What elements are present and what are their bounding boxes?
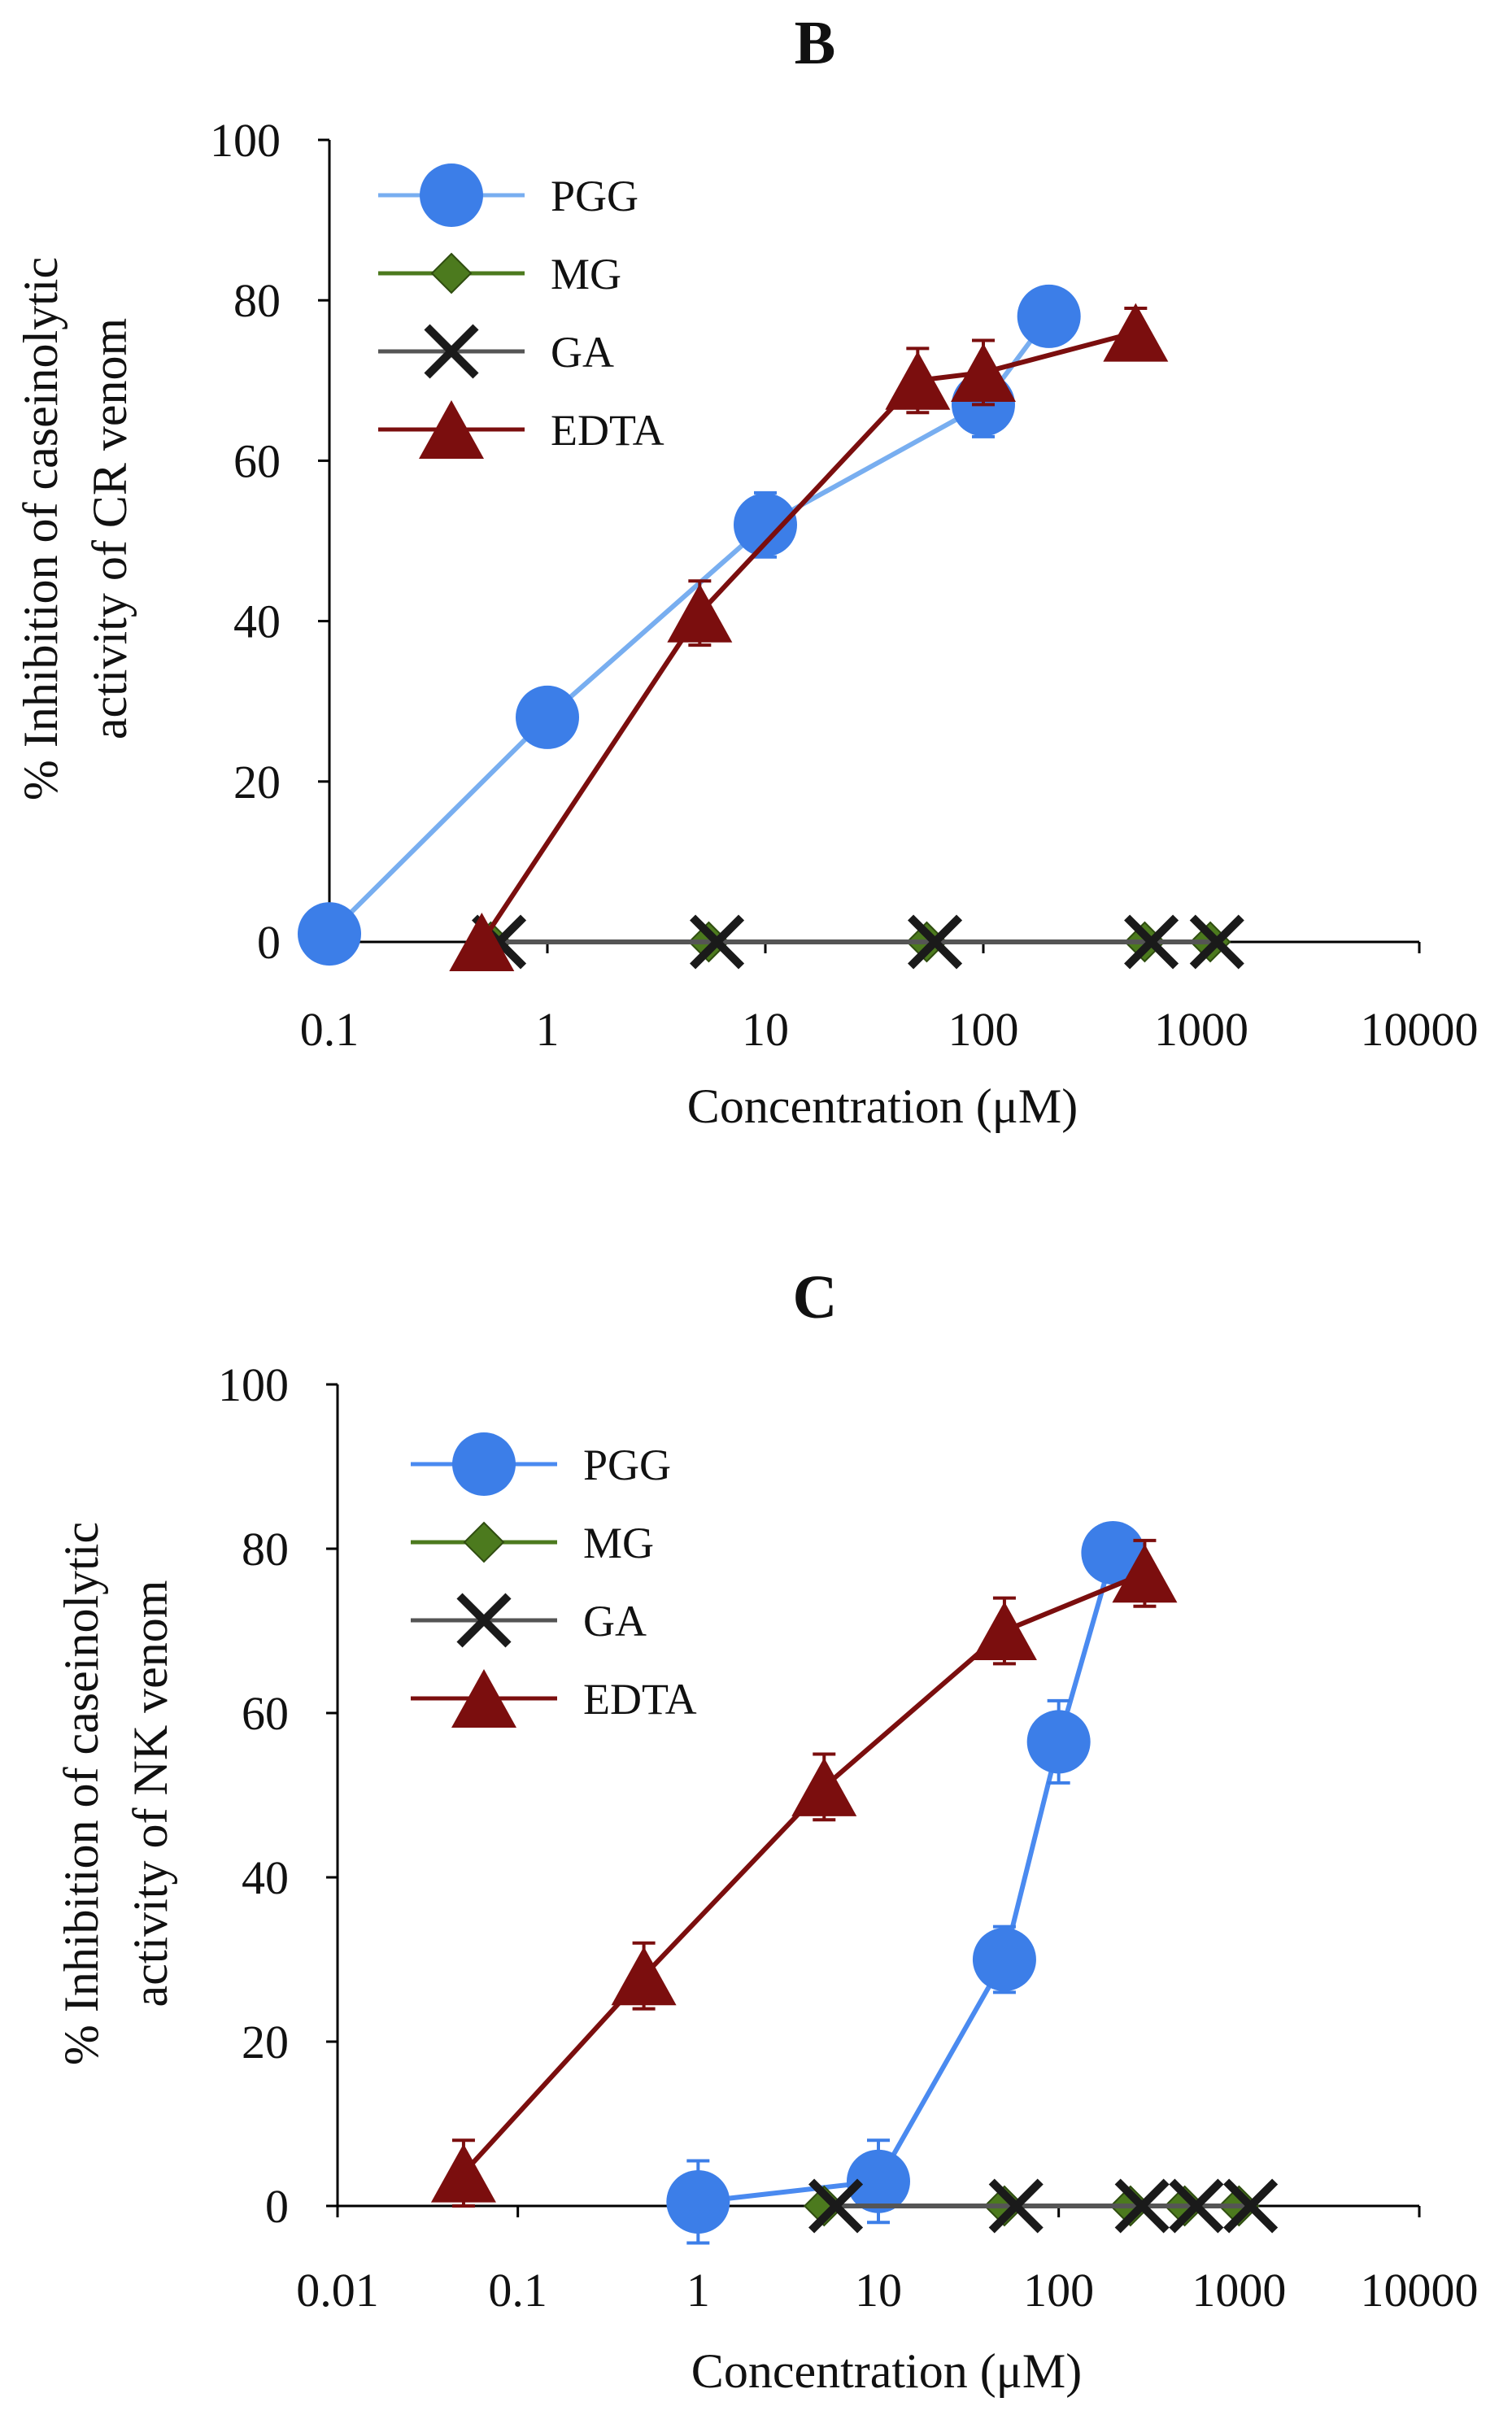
legend: PGG MG GA EDTA: [411, 1432, 697, 1728]
data-point: [971, 1602, 1037, 1660]
x-tick-label: 1: [686, 2264, 710, 2317]
y-tick-label: 80: [242, 1523, 289, 1576]
data-point: [1026, 1710, 1091, 1774]
series-line: [461, 1571, 1146, 2175]
y-tick-label: 60: [233, 434, 281, 487]
y-tick-label: 0: [265, 2180, 289, 2233]
data-point: [791, 1757, 857, 1816]
data-point: [516, 685, 579, 749]
data-point: [1124, 914, 1179, 970]
y-tick-label: 0: [257, 916, 281, 969]
series-pgg: [666, 1521, 1145, 2245]
x-tick-label: 10000: [1361, 2264, 1479, 2317]
legend-label: PGG: [583, 1441, 671, 1489]
legend: PGG MG GA EDTA: [378, 163, 664, 459]
x-tick-label: 1000: [1192, 2264, 1286, 2317]
legend-label: GA: [551, 328, 614, 377]
y-tick-label: 40: [233, 595, 281, 648]
series-ga: [808, 2178, 1279, 2234]
y-tick-label: 20: [242, 2016, 289, 2068]
legend-marker: [424, 324, 479, 379]
data-point: [1103, 303, 1169, 362]
y-axis-title-line-2: activity of NK venom: [124, 1580, 177, 2007]
data-point: [666, 2169, 730, 2234]
y-tick-label: 80: [233, 274, 281, 327]
x-tick-label: 10: [742, 1003, 789, 1056]
panel-b: B 0 20 40 60 80 100 0.1 1 10 100 1000 10000 Concentra…: [14, 9, 1479, 1133]
data-point: [449, 913, 515, 971]
legend-marker: [456, 1593, 512, 1648]
y-axis-title-line-1: % Inhibition of caseinolytic: [14, 257, 68, 800]
legend-marker: [419, 400, 484, 459]
x-tick-label: 100: [948, 1003, 1019, 1056]
legend-label: MG: [551, 250, 621, 299]
data-point: [1017, 284, 1081, 348]
panel-c: C 0 20 40 60 80 100 0.01 0.1 1 10 100 1000 10000 Conce…: [54, 1263, 1479, 2398]
legend-marker: [420, 163, 483, 227]
legend-label: PGG: [551, 172, 638, 220]
legend-label: EDTA: [583, 1675, 697, 1724]
x-tick-label: 0.01: [296, 2264, 379, 2317]
data-point: [988, 2178, 1044, 2234]
y-tick-label: 40: [242, 1851, 289, 1904]
data-point: [1189, 914, 1244, 970]
y-axis-title: % Inhibition of caseinolytic activity of …: [54, 1522, 177, 2065]
data-point: [430, 2143, 496, 2203]
x-axis-title: Concentration (μM): [691, 2344, 1082, 2398]
panel-title: C: [793, 1263, 838, 1332]
legend-marker: [452, 1432, 516, 1496]
y-tick-label: 100: [210, 114, 281, 167]
data-point: [690, 914, 745, 970]
y-tick-label: 60: [242, 1687, 289, 1740]
data-point: [1114, 2178, 1170, 2234]
data-point: [1081, 1521, 1145, 1585]
data-point: [908, 914, 963, 970]
data-point: [667, 583, 733, 643]
data-point: [1223, 2178, 1279, 2234]
x-tick-label: 0.1: [488, 2264, 547, 2317]
x-tick-label: 1: [536, 1003, 560, 1056]
data-point: [951, 342, 1016, 402]
data-point: [298, 902, 361, 966]
y-axis-title-line-1: % Inhibition of caseinolytic: [54, 1522, 108, 2065]
x-tick-label: 100: [1023, 2264, 1094, 2317]
legend-marker: [430, 252, 473, 294]
data-point: [885, 351, 951, 410]
y-tick-label: 20: [233, 756, 281, 809]
legend-marker: [451, 1669, 516, 1728]
series-ga: [472, 914, 1244, 970]
series-edta: [430, 1538, 1178, 2208]
legend-label: EDTA: [551, 406, 664, 455]
data-point: [847, 2149, 910, 2213]
data-point: [1169, 2178, 1224, 2234]
y-axis-title: % Inhibition of caseinolytic activity of …: [14, 257, 137, 800]
data-point: [611, 1946, 677, 2006]
legend-label: GA: [583, 1597, 647, 1646]
data-point: [734, 493, 797, 557]
legend-label: MG: [583, 1519, 654, 1567]
x-tick-label: 10000: [1361, 1003, 1479, 1056]
data-point: [972, 1928, 1036, 1991]
series-edta: [449, 303, 1169, 971]
x-axis-title: Concentration (μM): [687, 1079, 1078, 1133]
x-tick-label: 0.1: [300, 1003, 359, 1056]
data-point: [808, 2178, 864, 2234]
y-tick-label: 100: [218, 1358, 289, 1411]
y-axis-title-line-2: activity of CR venom: [83, 318, 137, 739]
data-point: [1112, 1544, 1178, 1603]
legend-marker: [463, 1521, 505, 1563]
x-tick-label: 1000: [1154, 1003, 1248, 1056]
x-tick-label: 10: [855, 2264, 902, 2317]
series-line: [697, 1552, 1116, 2204]
panel-title: B: [795, 9, 836, 77]
